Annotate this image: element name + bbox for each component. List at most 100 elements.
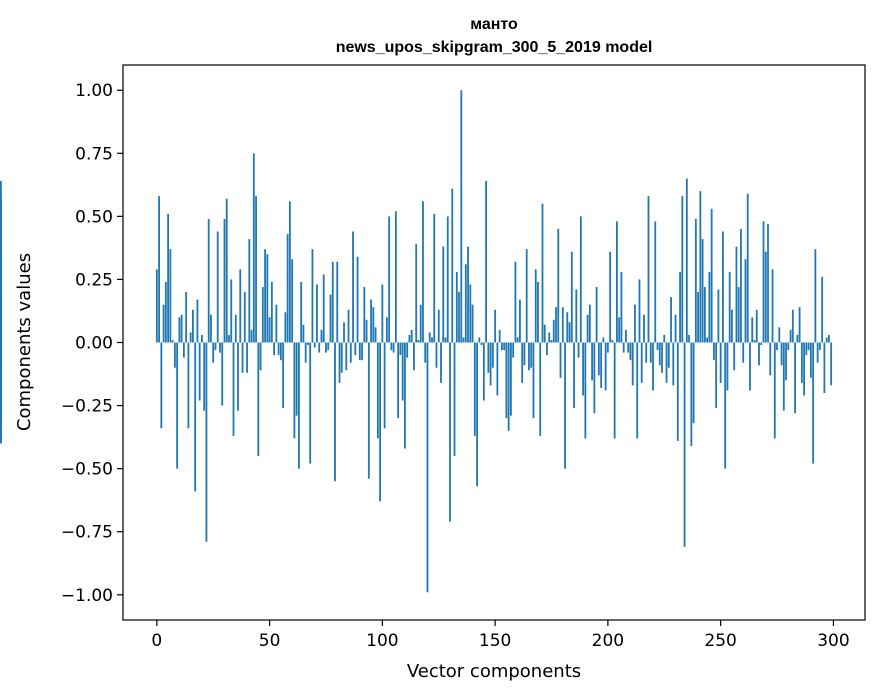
bar bbox=[413, 342, 415, 371]
bar bbox=[661, 342, 663, 373]
bar bbox=[401, 342, 404, 401]
bar bbox=[645, 342, 648, 363]
bar bbox=[528, 342, 530, 371]
bar bbox=[794, 342, 796, 414]
bar bbox=[356, 256, 359, 343]
bar bbox=[426, 342, 429, 593]
bar bbox=[575, 289, 578, 343]
bar bbox=[778, 327, 781, 343]
bar bbox=[185, 292, 188, 343]
bar bbox=[647, 196, 650, 343]
bar bbox=[697, 292, 699, 343]
bar bbox=[546, 342, 548, 356]
bar bbox=[203, 342, 206, 411]
bar bbox=[417, 339, 420, 343]
bar bbox=[246, 342, 248, 373]
x-tick-label: 100 bbox=[366, 631, 398, 651]
bar bbox=[496, 342, 499, 396]
bar bbox=[688, 334, 690, 343]
bar bbox=[805, 342, 808, 356]
bar bbox=[620, 271, 623, 343]
bar bbox=[638, 279, 641, 343]
bar bbox=[467, 246, 469, 343]
bar bbox=[268, 317, 271, 343]
bar bbox=[507, 342, 510, 431]
bar bbox=[352, 231, 354, 343]
bar bbox=[771, 269, 774, 343]
bar bbox=[241, 342, 244, 373]
bar bbox=[627, 342, 630, 353]
bar bbox=[419, 304, 422, 343]
bar bbox=[322, 274, 325, 343]
bar bbox=[444, 337, 447, 343]
bar bbox=[349, 342, 352, 363]
bar bbox=[796, 334, 799, 343]
bar bbox=[785, 342, 787, 381]
bar bbox=[656, 342, 659, 351]
bar bbox=[665, 342, 668, 383]
bar bbox=[228, 334, 230, 343]
bar bbox=[388, 216, 391, 343]
bar bbox=[753, 339, 756, 343]
bar bbox=[219, 342, 221, 353]
bar bbox=[243, 292, 246, 343]
bar bbox=[807, 342, 810, 351]
bar bbox=[158, 196, 160, 343]
x-axis-ticks: 0 50 100 150 200 250 300 bbox=[151, 620, 850, 651]
bar bbox=[679, 271, 681, 343]
bar bbox=[298, 342, 300, 469]
bar bbox=[782, 342, 785, 411]
bar bbox=[489, 342, 492, 386]
bar bbox=[237, 342, 239, 411]
bar bbox=[189, 332, 192, 343]
bar bbox=[744, 259, 747, 343]
bar bbox=[706, 337, 709, 343]
bar bbox=[776, 342, 778, 351]
bar bbox=[494, 309, 497, 343]
bar bbox=[618, 317, 621, 343]
y-tick-label: −0.50 bbox=[61, 460, 113, 480]
bar bbox=[597, 342, 600, 376]
bar bbox=[279, 342, 282, 361]
bar bbox=[354, 342, 357, 356]
bar bbox=[616, 221, 618, 343]
bar bbox=[381, 284, 384, 343]
bar bbox=[737, 287, 740, 343]
bar bbox=[234, 314, 237, 343]
bar bbox=[313, 342, 316, 348]
bar bbox=[663, 334, 666, 343]
bar bbox=[726, 342, 729, 391]
bar bbox=[196, 299, 199, 343]
bar bbox=[751, 317, 754, 343]
bar bbox=[340, 342, 343, 373]
bar bbox=[385, 317, 388, 343]
bar bbox=[406, 342, 409, 358]
bar bbox=[622, 342, 625, 353]
bar bbox=[239, 269, 242, 343]
bar bbox=[821, 276, 824, 343]
bar bbox=[255, 196, 257, 343]
bar bbox=[487, 342, 490, 373]
bar bbox=[223, 218, 226, 343]
bar bbox=[182, 342, 185, 358]
bar bbox=[672, 342, 675, 386]
bar bbox=[415, 244, 418, 343]
bar bbox=[787, 342, 790, 351]
bar bbox=[652, 342, 654, 391]
bar bbox=[681, 196, 684, 343]
bar bbox=[266, 254, 269, 343]
bar bbox=[214, 342, 217, 351]
bar bbox=[424, 342, 427, 363]
bar bbox=[658, 342, 661, 366]
bar bbox=[338, 342, 341, 383]
bar bbox=[180, 314, 183, 343]
y-tick-label: −0.25 bbox=[61, 397, 113, 417]
bar bbox=[764, 251, 767, 343]
bar bbox=[523, 342, 526, 366]
bar bbox=[595, 287, 598, 343]
bar bbox=[500, 342, 503, 351]
bar bbox=[670, 297, 672, 343]
bar bbox=[485, 181, 487, 343]
bar bbox=[503, 342, 506, 351]
